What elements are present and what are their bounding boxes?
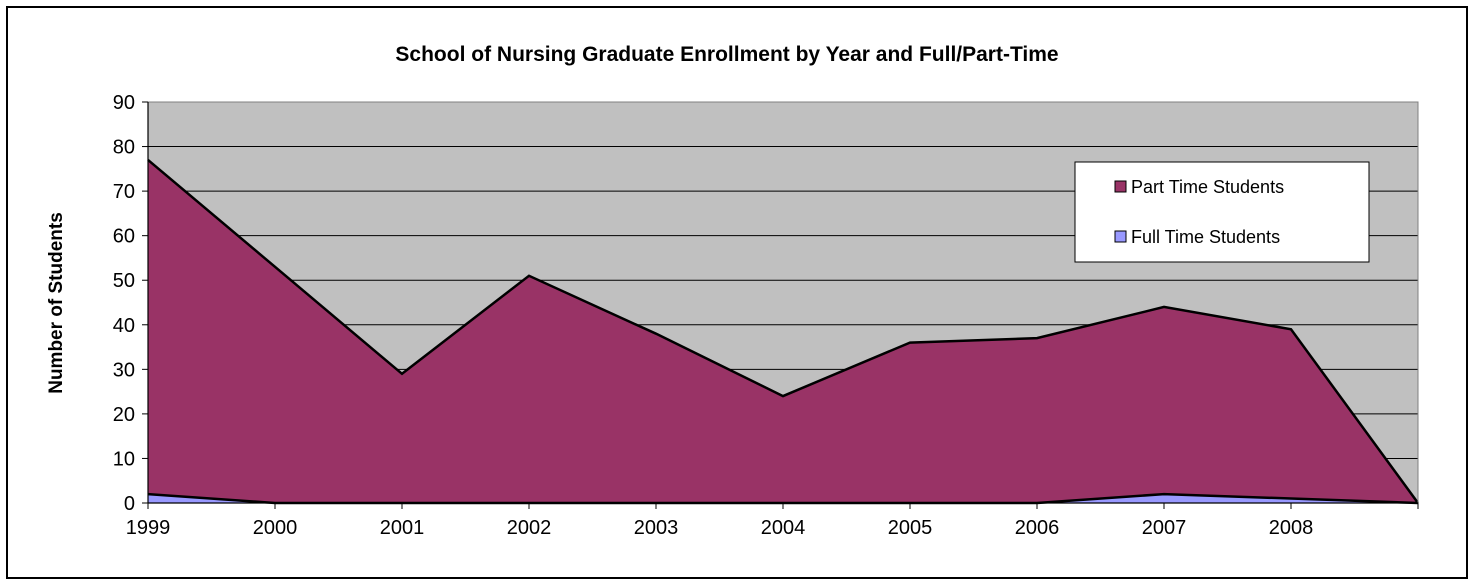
- y-tick-label-80: 80: [113, 137, 135, 159]
- x-tick-label-2006: 2006: [1015, 517, 1060, 539]
- y-tick-labels: 0 10 20 30 40 50 60 70 80 90: [113, 92, 135, 515]
- y-axis-label: Number of Students: [46, 212, 67, 394]
- x-tick-label-2008: 2008: [1269, 517, 1314, 539]
- legend-swatch-part-time-students: [1114, 180, 1127, 193]
- x-tick-labels: 1999 2000 2001 2002 2003 2004 2005 2006 2007 2008: [126, 517, 1314, 539]
- x-tick-label-2005: 2005: [888, 517, 933, 539]
- x-tick-label-2002: 2002: [507, 517, 552, 539]
- legend-box: [1074, 161, 1370, 263]
- chart-title: School of Nursing Graduate Enrollment by…: [395, 43, 1058, 66]
- x-tick-label-2001: 2001: [380, 517, 425, 539]
- x-tick-label-2004: 2004: [761, 517, 806, 539]
- legend-label-full-time-students: Full Time Students: [1131, 227, 1280, 247]
- x-tick-label-2007: 2007: [1142, 517, 1187, 539]
- y-tick-label-40: 40: [113, 315, 135, 337]
- y-tick-label-10: 10: [113, 448, 135, 470]
- y-tick-label-20: 20: [113, 404, 135, 426]
- legend-label-part-time-students: Part Time Students: [1131, 177, 1284, 197]
- y-tick-label-50: 50: [113, 270, 135, 292]
- x-tick-label-2000: 2000: [253, 517, 298, 539]
- legend: Part Time Students Full Time Students: [1074, 161, 1370, 263]
- area-full-time-students: [148, 494, 1418, 503]
- y-tick-label-0: 0: [124, 493, 135, 515]
- y-tick-label-60: 60: [113, 226, 135, 248]
- y-tick-label-30: 30: [113, 359, 135, 381]
- y-tick-label-90: 90: [113, 92, 135, 114]
- x-tick-label-2003: 2003: [634, 517, 679, 539]
- outline-part-time-students: [147, 158, 1420, 504]
- legend-swatch-full-time-students: [1114, 230, 1127, 243]
- area-part-time-students: [148, 159, 1418, 503]
- y-tick-label-70: 70: [113, 181, 135, 203]
- x-tick-label-1999: 1999: [126, 517, 171, 539]
- axes: [142, 101, 1419, 509]
